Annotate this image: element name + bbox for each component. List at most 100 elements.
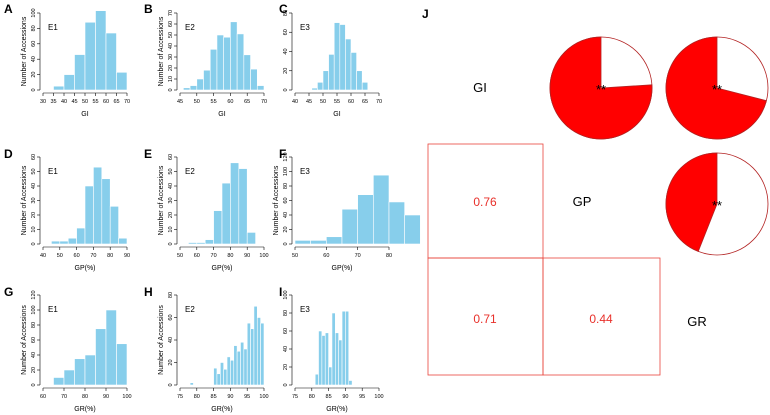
histogram-bar [236,33,245,91]
x-axis-title: GI [81,111,88,118]
y-tick-label: 30 [31,197,37,203]
pie-slice [665,152,718,252]
x-tick-label: 50 [292,253,298,259]
x-tick-label: 60 [74,253,80,259]
histogram-bar [321,335,326,386]
significance-marker: ** [712,82,722,97]
histogram-bar [59,240,69,245]
histogram-bar [246,232,256,245]
y-tick-label: 40 [168,337,174,343]
histogram-bar [84,21,96,91]
histogram-panel-g: G E1 60 70 80 90 100 GR(%) 0 20 40 60 80 100 120Number… [4,285,132,413]
x-tick-label: 90 [342,394,348,400]
histogram-bar [203,69,211,91]
significance-marker: ** [712,198,722,213]
y-axis-title: Number of Accessions [273,165,280,235]
y-tick-label: 20 [283,68,289,74]
y-tick-label: 100 [31,305,37,314]
x-tick-label: 100 [259,394,268,400]
histogram-bar [109,206,119,245]
y-tick-label: 20 [31,212,37,218]
histogram-bar [189,382,194,386]
correlation-matrix-panel-j: J GI GP GR 0.76 0.71 0.44 ** ** ** [422,7,769,376]
y-tick-label: 60 [31,154,37,160]
panel-label: A [4,2,13,16]
x-tick-label: 60 [40,394,46,400]
x-axis: 30 35 40 45 50 55 60 65 70 GI [40,92,130,118]
y-tick-label: 20 [283,226,289,232]
y-tick-label: 80 [283,183,289,189]
histogram-bar [196,78,204,91]
y-tick-label: 100 [283,167,289,176]
histogram-bar [67,237,77,245]
x-tick-label: 55 [334,99,340,105]
y-tick-label: 40 [31,183,37,189]
histogram-bar [404,214,421,245]
y-tick-label: 0 [168,242,174,245]
y-tick-label: 80 [283,10,289,16]
histogram-bar [216,373,221,386]
x-tick-label: 60 [348,99,354,105]
histogram-bar [230,21,238,91]
histogram-bar [240,341,245,386]
histogram-bar [373,174,390,245]
x-tick-label: 70 [124,99,130,105]
y-tick-label: 60 [31,41,37,47]
x-axis-title: GR(%) [211,406,232,413]
y-tick-label: 60 [283,328,289,334]
histogram-bar [95,10,107,91]
histogram-bar [250,68,258,91]
panel-label: F [279,147,286,161]
histogram-bar [341,208,358,245]
histogram-bar [233,345,238,386]
y-tick-label: 20 [31,367,37,373]
histogram-bar [105,32,117,91]
histogram-bar [238,168,248,245]
y-tick-label: 60 [168,21,174,27]
x-tick-label: 70 [211,253,217,259]
x-tick-label: 60 [103,99,109,105]
significance-marker: ** [596,82,606,97]
x-tick-label: 30 [40,99,46,105]
x-tick-label: 40 [40,253,46,259]
histogram-bar [335,332,339,386]
y-tick-label: 80 [31,25,37,31]
x-axis: 75 80 85 90 95 100 GR(%) [292,387,384,413]
x-tick-label: 80 [309,394,315,400]
histogram-bar [243,54,251,91]
histogram-panel-i: I E3 75 80 85 90 95 100 GR(%) 0 20 40 60 80 100 [279,285,384,413]
y-tick-label: 60 [283,197,289,203]
histogram-bar [105,309,117,386]
histogram-bar [317,82,324,91]
x-tick-label: 90 [244,253,250,259]
x-tick-label: 85 [211,394,217,400]
histogram-panel-h: H E2 75 80 85 90 95 100 GR(%) 0 20 40 60 80 Number of … [144,285,269,413]
histogram-bar [74,358,86,386]
variable-label-gr: GR [687,314,707,329]
x-axis-title: GI [218,111,225,118]
histogram-bar [116,343,128,386]
histogram-panel-a: A E1 30 35 40 45 50 55 60 65 70 GI 0 20 40 60 80 100Numbe… [4,2,130,118]
x-tick-label: 65 [362,99,368,105]
x-tick-label: 50 [194,99,200,105]
x-tick-label: 80 [227,253,233,259]
histogram-bar [183,87,191,91]
y-tick-label: 40 [31,352,37,358]
variable-label-gi: GI [473,80,487,95]
x-tick-label: 70 [261,99,267,105]
pie-slice [665,36,767,140]
environment-label: E3 [300,305,310,314]
y-tick-label: 10 [168,76,174,82]
histogram-bar [84,354,96,386]
histogram-bar [221,182,231,245]
environment-label: E2 [185,305,195,314]
x-axis-title: GR(%) [74,406,95,413]
y-axis-title: Number of Accessions [21,305,28,375]
y-tick-label: 40 [168,43,174,49]
histogram-bar [256,85,265,91]
